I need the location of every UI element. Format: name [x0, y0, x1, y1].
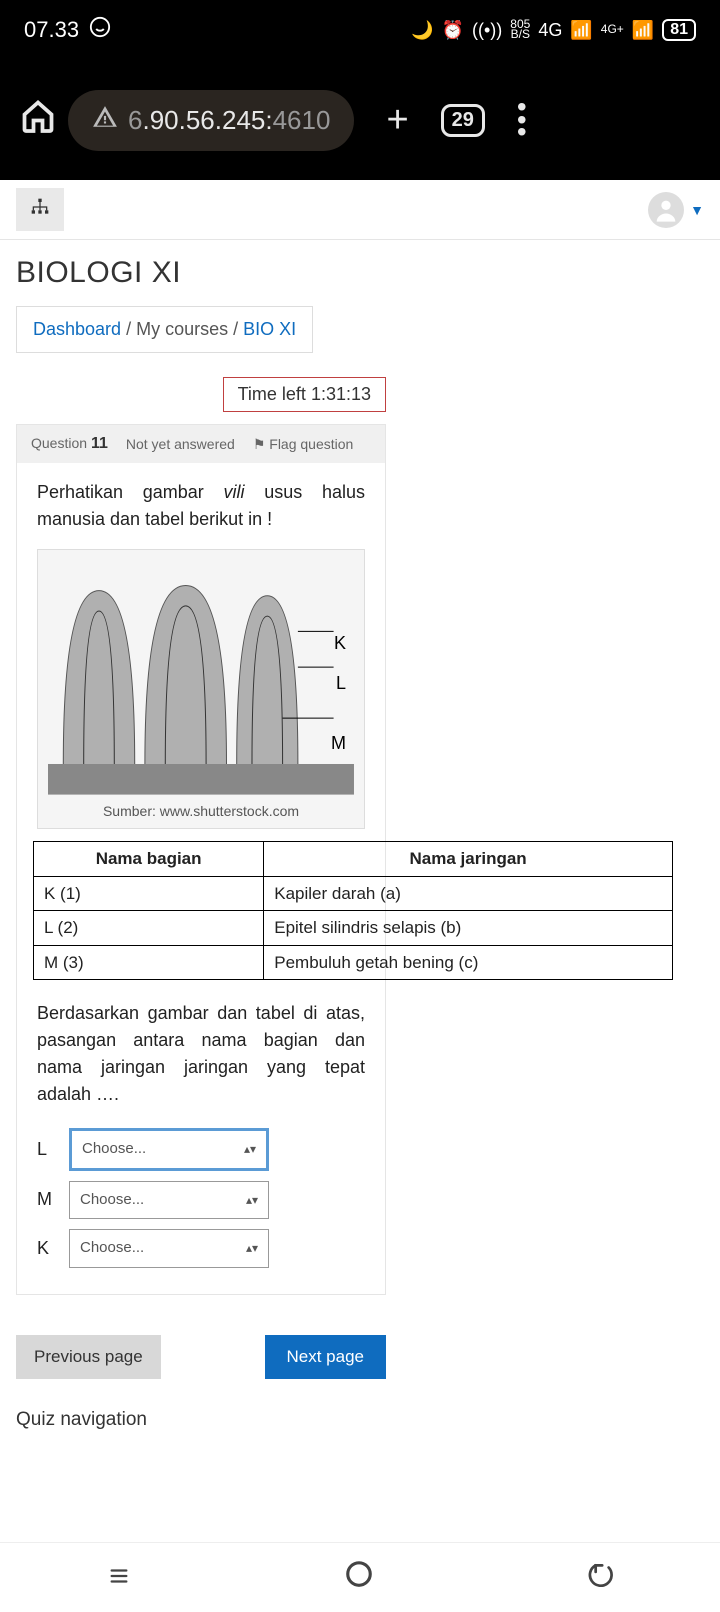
warning-icon	[92, 104, 118, 137]
alarm-icon: ⏰	[442, 20, 464, 41]
previous-page-button[interactable]: Previous page	[16, 1335, 161, 1379]
question-header: Question 11 Not yet answered ⚑ Flag ques…	[17, 425, 385, 463]
image-caption: Sumber: www.shutterstock.com	[97, 795, 305, 828]
quiz-navigation-heading: Quiz navigation	[16, 1409, 704, 1431]
android-nav-bar	[0, 1542, 720, 1612]
answer-select-m[interactable]: Choose... ▴▾	[69, 1181, 269, 1220]
answer-select-l[interactable]: Choose... ▴▾	[69, 1128, 269, 1171]
question-status: Not yet answered	[126, 436, 235, 452]
browser-toolbar: 6.90.56.245:4610 + 29 •••	[0, 60, 720, 180]
question-text-2: Berdasarkan gambar dan tabel di atas, pa…	[37, 1000, 365, 1108]
next-page-button[interactable]: Next page	[265, 1335, 387, 1379]
answer-select-k[interactable]: Choose... ▴▾	[69, 1229, 269, 1268]
image-label-l: L	[336, 670, 346, 697]
question-card: Question 11 Not yet answered ⚑ Flag ques…	[16, 424, 386, 1295]
answer-label: K	[37, 1235, 57, 1262]
chevron-updown-icon: ▴▾	[246, 1191, 258, 1209]
flag-question[interactable]: ⚑ Flag question	[253, 436, 354, 453]
signal-icon-2: 📶	[632, 20, 654, 41]
chevron-updown-icon: ▴▾	[244, 1140, 256, 1158]
answer-row-m: M Choose... ▴▾	[37, 1181, 365, 1220]
image-label-m: M	[331, 730, 346, 757]
user-menu[interactable]: ▼	[648, 192, 704, 228]
net-type: 4G	[538, 20, 562, 41]
breadcrumb: Dashboard / My courses / BIO XI	[16, 306, 313, 353]
table-header: Nama bagian	[34, 842, 264, 877]
timer: Time left 1:31:13	[223, 377, 386, 412]
url-text: 6.90.56.245:4610	[128, 105, 330, 136]
answer-row-k: K Choose... ▴▾	[37, 1229, 365, 1268]
table-row: L (2) Epitel silindris selapis (b)	[34, 911, 673, 946]
android-status-bar: 07.33 🌙 ⏰ ((•)) 805 B/S 4G 📶 4G+ 📶 81	[0, 0, 720, 60]
menu-icon[interactable]: •••	[517, 103, 527, 136]
table-header: Nama jaringan	[264, 842, 673, 877]
question-number: Question 11	[31, 435, 108, 453]
url-bar[interactable]: 6.90.56.245:4610	[68, 90, 354, 151]
flag-icon: ⚑	[253, 436, 266, 452]
page-nav: Previous page Next page	[16, 1335, 386, 1379]
whatsapp-icon	[89, 16, 111, 44]
table-row: K (1) Kapiler darah (a)	[34, 876, 673, 911]
net-type2: 4G+	[601, 25, 624, 35]
back-icon[interactable]	[585, 1561, 615, 1595]
course-title: BIOLOGI XI	[16, 256, 704, 290]
image-label-k: K	[334, 630, 346, 657]
new-tab-icon[interactable]: +	[386, 99, 408, 142]
tab-count[interactable]: 29	[441, 104, 485, 137]
caret-down-icon: ▼	[690, 202, 704, 218]
home-nav-icon[interactable]	[344, 1559, 374, 1597]
answer-row-l: L Choose... ▴▾	[37, 1128, 365, 1171]
question-text-1: Perhatikan gambar vili usus halus manusi…	[37, 479, 365, 533]
answer-label: M	[37, 1186, 57, 1213]
avatar-icon	[648, 192, 684, 228]
moon-icon: 🌙	[411, 20, 433, 41]
chevron-updown-icon: ▴▾	[246, 1239, 258, 1257]
main-content: BIOLOGI XI Dashboard / My courses / BIO …	[0, 240, 720, 1447]
clock-text: 07.33	[24, 17, 79, 43]
app-topbar: ▼	[0, 180, 720, 240]
signal-icon: 📶	[570, 20, 592, 41]
breadcrumb-bio[interactable]: BIO XI	[243, 319, 296, 339]
answer-label: L	[37, 1136, 57, 1163]
question-image: K L M Sumber: www.shutterstock.com	[37, 549, 365, 829]
question-table: Nama bagian Nama jaringan K (1) Kapiler …	[33, 841, 673, 980]
recents-icon[interactable]	[105, 1561, 133, 1595]
battery-level: 81	[662, 19, 696, 41]
sitemap-button[interactable]	[16, 188, 64, 231]
table-row: M (3) Pembuluh getah bening (c)	[34, 945, 673, 980]
hotspot-icon: ((•))	[472, 20, 502, 41]
table-header-row: Nama bagian Nama jaringan	[34, 842, 673, 877]
net-speed: 805 B/S	[510, 20, 530, 39]
breadcrumb-dashboard[interactable]: Dashboard	[33, 319, 121, 339]
breadcrumb-mycourses: My courses	[136, 319, 228, 339]
home-icon[interactable]	[20, 98, 56, 143]
